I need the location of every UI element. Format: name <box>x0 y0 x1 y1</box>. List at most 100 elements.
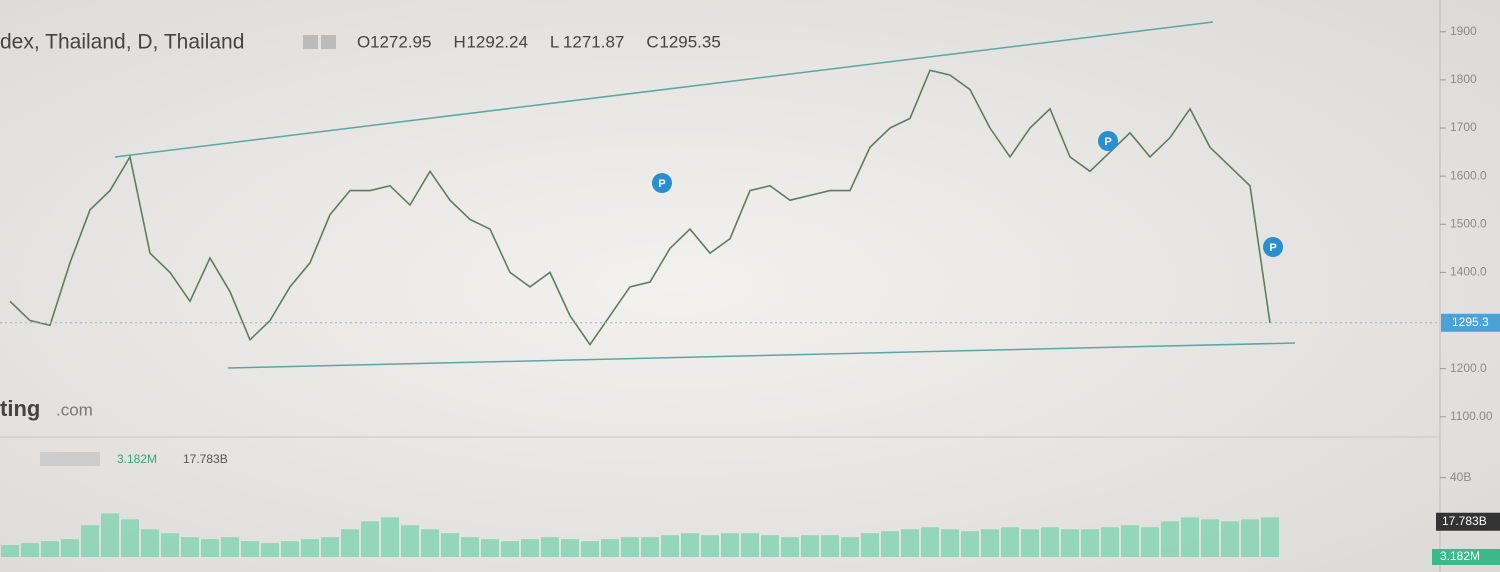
y-tick-label: 1600.0 <box>1450 168 1487 182</box>
volume-bar <box>121 519 139 557</box>
volume-bar <box>601 539 619 557</box>
volume-bar <box>1201 519 1219 557</box>
last-price-tag <box>1441 313 1500 332</box>
volume-bar <box>841 537 859 557</box>
volume-bar <box>161 533 179 557</box>
marker <box>652 173 672 193</box>
volume-bar <box>261 543 279 557</box>
price-line <box>9 69 1271 347</box>
marker <box>1263 237 1283 257</box>
symbol: dex, Thailand, D, Thailand <box>0 31 244 54</box>
volume-bar <box>1121 525 1139 557</box>
volume-legend: 3.182M <box>117 452 157 466</box>
volume-bar <box>721 533 739 557</box>
volume-bar <box>1101 527 1119 557</box>
volume-bar <box>641 537 659 557</box>
volume-bar <box>381 517 399 557</box>
volume-bar <box>1001 527 1019 557</box>
watermark: ting <box>0 396 40 421</box>
volume-bar <box>821 535 839 557</box>
y-tick-label: 40B <box>1450 470 1471 484</box>
y-tick-label: 1900 <box>1450 24 1477 38</box>
volume-bar <box>361 521 379 557</box>
volume-bar <box>1 545 19 557</box>
volume-bar <box>81 525 99 557</box>
icon <box>40 452 100 466</box>
watermark: .com <box>56 400 93 419</box>
icon <box>303 35 318 49</box>
volume-bar <box>301 539 319 557</box>
volume-bar <box>181 537 199 557</box>
volume-bar <box>1041 527 1059 557</box>
volume-bar <box>981 529 999 557</box>
volume-bar <box>101 513 119 557</box>
volume-bar <box>961 531 979 557</box>
volume-bar <box>881 531 899 557</box>
volume-bar <box>661 535 679 557</box>
volume-bar <box>501 541 519 557</box>
volume-bar <box>241 541 259 557</box>
volume-bar <box>1021 529 1039 557</box>
volume-bar <box>441 533 459 557</box>
volume-bar <box>1161 521 1179 557</box>
volume-bar <box>221 537 239 557</box>
volume-bar <box>421 529 439 557</box>
y-tick-label: 1500.0 <box>1450 216 1487 230</box>
y-tick-label: 1700 <box>1450 120 1477 134</box>
y-tick-label: 1800 <box>1450 72 1477 86</box>
ohlc-label: C <box>646 32 658 51</box>
ohlc-label: O <box>357 32 370 51</box>
volume-bar <box>1181 517 1199 557</box>
trend-line <box>114 21 1214 158</box>
marker-label: P <box>1269 242 1276 254</box>
y-tick-label: 1400.0 <box>1450 265 1487 279</box>
marker <box>1098 131 1118 151</box>
volume-bar <box>281 541 299 557</box>
volume-bar <box>741 533 759 557</box>
volume-tag-label: 17.783B <box>1442 514 1487 528</box>
volume-tag <box>1432 548 1500 565</box>
volume-bar <box>1061 529 1079 557</box>
last-price-label: 1295.3 <box>1452 315 1489 329</box>
volume-bar <box>521 539 539 557</box>
volume-bar <box>1261 517 1279 557</box>
volume-bar <box>461 537 479 557</box>
volume-bar <box>41 541 59 557</box>
volume-bar <box>341 529 359 557</box>
volume-bar <box>61 539 79 557</box>
volume-tag <box>1436 512 1500 531</box>
volume-bar <box>481 539 499 557</box>
volume-bar <box>321 537 339 557</box>
volume-legend: 17.783B <box>183 452 228 466</box>
volume-bar <box>941 529 959 557</box>
volume-bar <box>901 529 919 557</box>
volume-bar <box>681 533 699 557</box>
ohlc-value: 1272.95 <box>370 32 431 51</box>
volume-bar <box>581 541 599 557</box>
marker-label: P <box>658 178 665 190</box>
volume-bar <box>861 533 879 557</box>
volume-bar <box>21 543 39 557</box>
volume-bar <box>541 537 559 557</box>
volume-bar <box>1241 519 1259 557</box>
volume-bar <box>1221 521 1239 557</box>
y-tick-label: 1100.00 <box>1450 409 1493 423</box>
volume-bar <box>801 535 819 557</box>
ohlc-value: 1271.87 <box>563 32 624 51</box>
marker-label: P <box>1104 136 1111 148</box>
volume-bar <box>621 537 639 557</box>
ohlc-value: 1295.35 <box>659 32 720 51</box>
volume-tag-label: 3.182M <box>1440 549 1480 563</box>
ohlc-label: H <box>453 32 465 51</box>
volume-bar <box>761 535 779 557</box>
volume-bar <box>141 529 159 557</box>
volume-bar <box>401 525 419 557</box>
volume-bar <box>1141 527 1159 557</box>
ohlc-value: 1292.24 <box>466 32 527 51</box>
ohlc-label: L <box>550 32 559 51</box>
volume-bar <box>781 537 799 557</box>
volume-bar <box>561 539 579 557</box>
